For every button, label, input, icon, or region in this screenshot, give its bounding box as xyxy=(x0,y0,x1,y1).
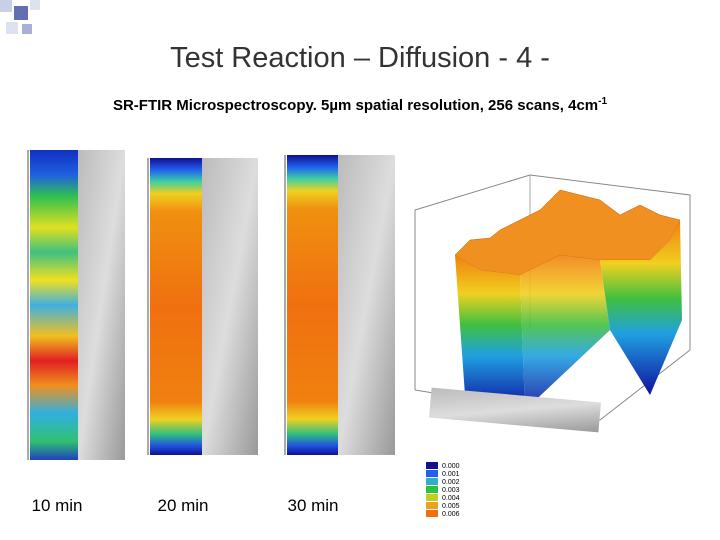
micrograph xyxy=(78,150,125,460)
legend-swatch xyxy=(426,510,438,517)
caption: 20 min xyxy=(157,496,208,515)
legend-label: 0.000 xyxy=(442,463,460,470)
legend: 0.000 0.001 0.002 0.003 0.004 0.005 0.00… xyxy=(426,462,460,518)
legend-swatch xyxy=(426,478,438,485)
subtitle-text: SR-FTIR Microspectroscopy. 5µm spatial r… xyxy=(113,97,598,114)
decoration xyxy=(0,0,40,34)
legend-swatch xyxy=(426,486,438,493)
legend-label: 0.002 xyxy=(442,479,460,486)
title: Test Reaction – Diffusion - 4 - xyxy=(170,42,550,74)
panel-1 xyxy=(27,150,125,460)
legend-swatch xyxy=(426,470,438,477)
legend-label: 0.005 xyxy=(442,503,460,510)
heatmap xyxy=(30,150,78,460)
caption: 10 min xyxy=(31,496,82,515)
legend-label: 0.004 xyxy=(442,495,460,502)
legend-label: 0.006 xyxy=(442,511,460,518)
micrograph xyxy=(338,155,395,455)
heatmap xyxy=(287,155,338,455)
legend-swatch xyxy=(426,494,438,501)
legend-swatch xyxy=(426,462,438,469)
surface-plot xyxy=(414,174,691,433)
legend-label: 0.001 xyxy=(442,471,460,478)
subtitle: SR-FTIR Microspectroscopy. 5µm spatial r… xyxy=(113,96,608,114)
heatmap xyxy=(150,158,202,455)
subtitle-superscript: -1 xyxy=(598,96,607,107)
panel-3 xyxy=(284,155,395,455)
panel-2 xyxy=(147,158,258,455)
caption: 30 min xyxy=(287,496,338,515)
legend-label: 0.003 xyxy=(442,487,460,494)
legend-swatch xyxy=(426,502,438,509)
micrograph xyxy=(202,158,258,455)
